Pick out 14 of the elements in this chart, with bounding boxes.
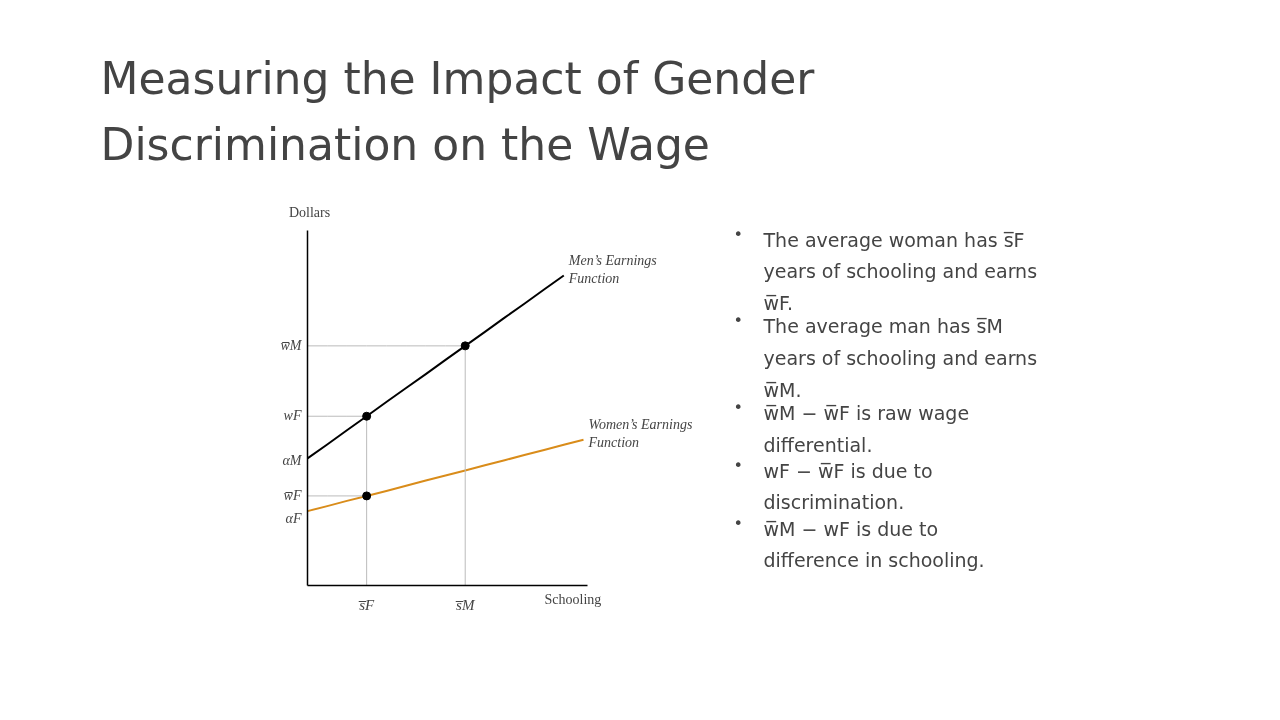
text: αM [282,453,303,468]
chart-title: Measuring the Impact of Gender Discrimination on the Wage [100,52,816,170]
text: αF [285,511,302,526]
x-tick-label: s̅M [454,596,476,613]
text: • wF − w̅F is due to discrimination. [733,455,933,514]
text: • w̅M − wF is due to difference in schooling. [733,513,985,572]
y-axis-title: Dollars [288,205,331,220]
series-label: Men’s Earnings Function [567,253,658,286]
x-tick-label: s̅F [357,596,375,613]
x-axis-title: Schooling [544,592,602,607]
text: w̅M [280,338,303,353]
series-label: Women’s Earnings Function [587,417,693,451]
text: wF [283,408,302,423]
text: w̅F [283,488,302,503]
